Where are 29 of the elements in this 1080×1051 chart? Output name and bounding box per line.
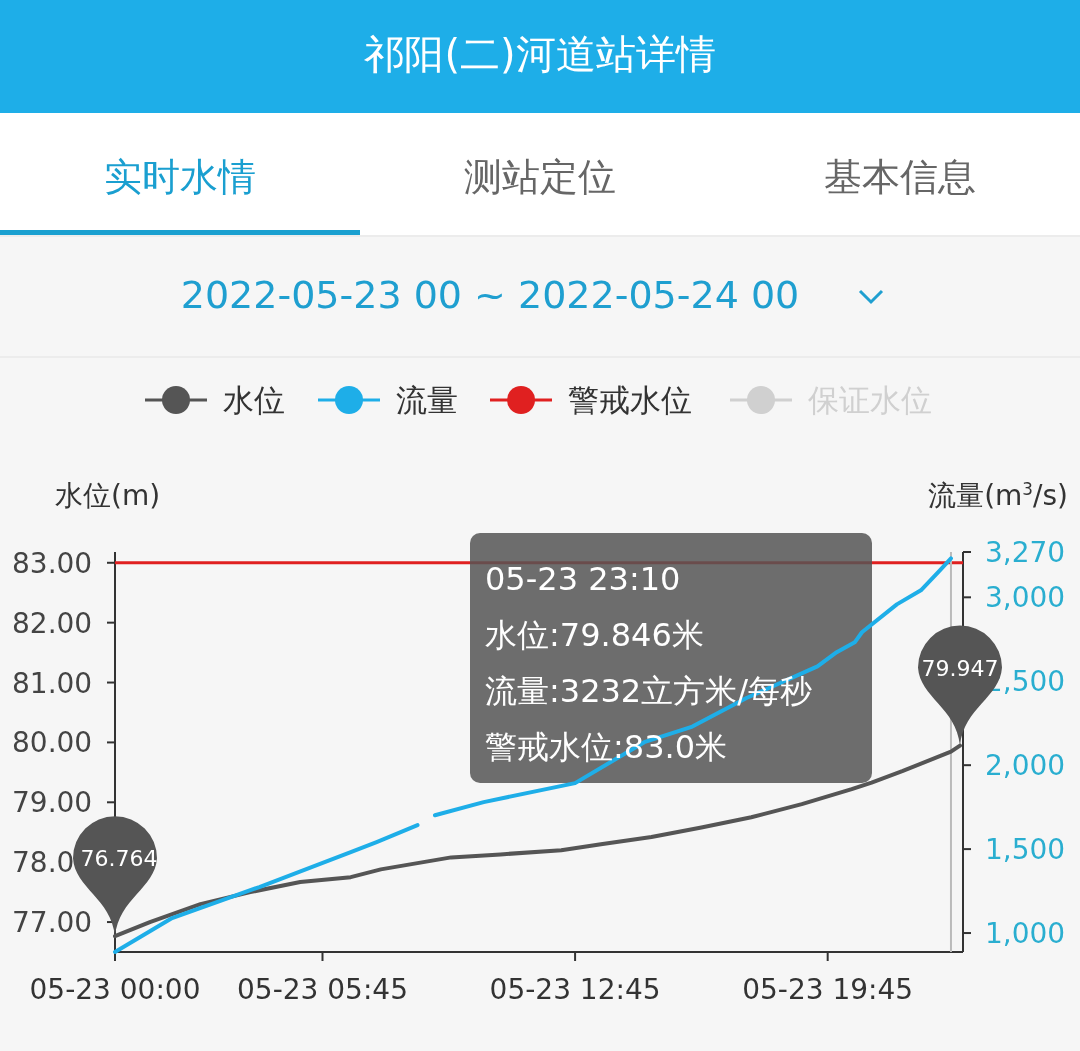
x-tick-label: 05-23 19:45 <box>742 973 914 1006</box>
chart-subtitle: 2022-05-23 00 ~ 2022-05-24 00 <box>180 273 800 317</box>
y-tick-label: 80.00 <box>12 726 93 760</box>
legend-label: 流量 <box>396 382 458 418</box>
x-tick-label: 05-23 12:45 <box>489 973 661 1006</box>
y2-tick-label: 1,000 <box>985 917 1066 951</box>
text: 实时水情 <box>104 155 256 199</box>
y-tick-label: 78.0 <box>12 846 75 880</box>
y-axis-title: 水位(m) <box>55 479 161 512</box>
annotation: 水位:79.846米 <box>485 616 704 654</box>
legend-label: 水位 <box>223 382 285 418</box>
x-tick-label: 05-23 05:45 <box>237 973 408 1006</box>
y-tick-label: 82.00 <box>12 606 93 640</box>
y-tick-label: 79.00 <box>12 786 93 820</box>
y-tick-label: 83.00 <box>12 546 93 580</box>
y2-axis-title: 流量(m$^{3}$/s) <box>928 479 1068 512</box>
chart-title: 祁阳(二)河道站详情 <box>364 31 716 77</box>
y2-tick-label: 3,000 <box>985 581 1066 615</box>
y-tick-label: 81.00 <box>12 666 93 700</box>
y2-tick-label: 2,000 <box>985 749 1066 783</box>
y-tick-label: 77.00 <box>12 906 93 940</box>
x-tick-label: 05-23 00:00 <box>29 973 201 1006</box>
text: 测站定位 <box>464 155 616 199</box>
legend-label: 警戒水位 <box>568 382 692 418</box>
text: 基本信息 <box>824 155 976 199</box>
y2-tick-label: 3,270 <box>985 536 1066 569</box>
y2-tick-label: 1,500 <box>985 833 1066 867</box>
annotation: 76.764 <box>80 846 158 872</box>
annotation: 05-23 23:10 <box>485 560 681 598</box>
